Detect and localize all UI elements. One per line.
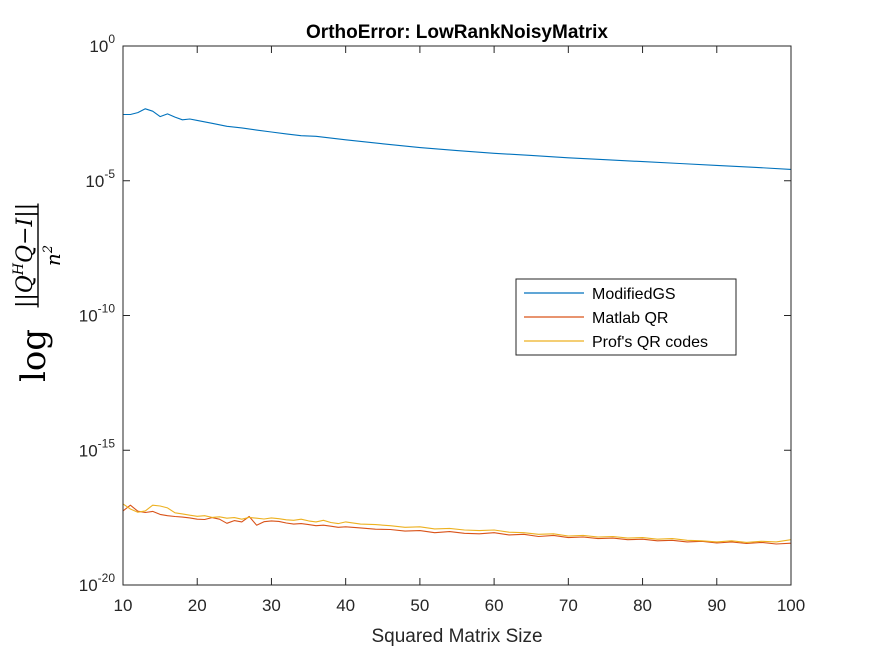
x-tick-label: 60 [485, 596, 504, 615]
legend-entry: ModifiedGS [592, 286, 676, 303]
y-tick-label: 10-5 [85, 167, 115, 191]
series-line-1 [123, 108, 792, 170]
series-layer [122, 108, 792, 545]
legend-entry: Prof's QR codes [592, 334, 708, 351]
y-tick-label: 100 [89, 32, 115, 56]
x-tick-label: 20 [188, 596, 207, 615]
y-label-denominator: n2 [41, 245, 65, 266]
x-tick-label: 80 [633, 596, 652, 615]
x-tick-label: 30 [262, 596, 281, 615]
x-tick-label: 50 [410, 596, 429, 615]
x-tick-label: 100 [777, 596, 805, 615]
series-line-3 [122, 503, 792, 543]
x-tick-label: 40 [336, 596, 355, 615]
legend-entry: Matlab QR [592, 310, 668, 327]
x-tick-label: 70 [559, 596, 578, 615]
y-label-log: log [14, 329, 54, 382]
y-label-numerator: ||QHQ−I|| [11, 203, 38, 308]
ticks-layer: 10 20 30 40 50 60 70 80 90 100 100 10-5 10-10 10-15 10… [79, 32, 805, 615]
y-axis-label: log ||QHQ−I|| n2 [11, 203, 65, 382]
x-axis-label: Squared Matrix Size [371, 626, 542, 647]
legend: ModifiedGS Matlab QR Prof's QR codes [515, 278, 737, 356]
series-line-2 [122, 504, 792, 545]
y-tick-label: 10-20 [79, 571, 116, 595]
x-tick-label: 90 [707, 596, 726, 615]
chart-title: OrthoError: LowRankNoisyMatrix [306, 22, 608, 43]
x-tick-label: 10 [114, 596, 133, 615]
y-tick-label: 10-10 [79, 302, 116, 326]
y-tick-label: 10-15 [79, 436, 116, 460]
